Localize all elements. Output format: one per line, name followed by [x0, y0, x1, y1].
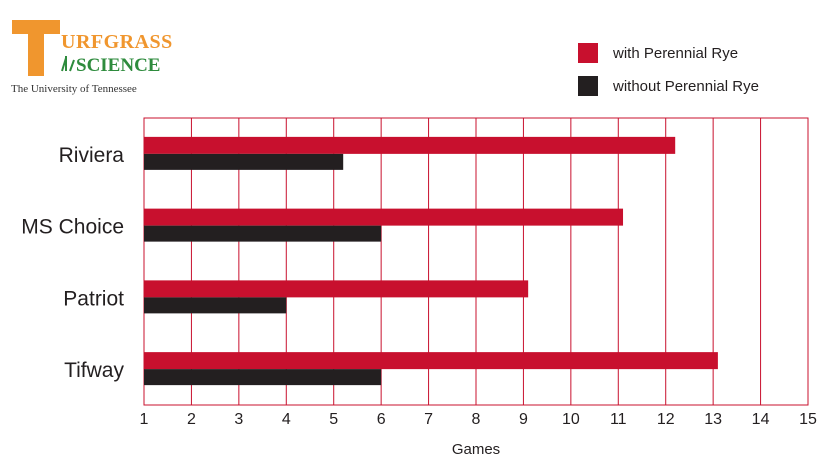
x-axis-label: Games	[452, 441, 500, 457]
category-label: MS Choice	[21, 216, 124, 239]
bar-without-perennial-rye	[144, 153, 344, 170]
grass-icon	[61, 56, 75, 72]
logo-t-shape	[12, 20, 60, 76]
category-label: Riviera	[59, 144, 125, 167]
x-tick-label: 9	[519, 411, 528, 428]
x-tick-label: 6	[377, 411, 386, 428]
turfgrass-science-logo: URFGRASS SCIENCE The University of Tenne…	[11, 20, 173, 95]
x-tick-label: 13	[704, 411, 722, 428]
x-tick-label: 1	[140, 411, 149, 428]
x-tick-label: 8	[472, 411, 481, 428]
legend-swatch-without	[578, 76, 598, 96]
bar-with-perennial-rye	[144, 208, 624, 226]
x-tick-label: 12	[657, 411, 675, 428]
x-tick-label: 10	[562, 411, 580, 428]
x-tick-label: 11	[610, 411, 627, 428]
logo-line1: URFGRASS	[61, 31, 173, 53]
legend-label-with: with Perennial Rye	[612, 45, 738, 62]
logo-line2: SCIENCE	[76, 55, 160, 76]
legend: with Perennial Rye without Perennial Rye	[578, 43, 759, 96]
category-label: Tifway	[64, 359, 124, 382]
logo-university: The University of Tennessee	[11, 83, 137, 95]
bar-without-perennial-rye	[144, 369, 382, 386]
category-label: Patriot	[63, 287, 124, 310]
bar-with-perennial-rye	[144, 136, 676, 154]
x-tick-label: 4	[282, 411, 291, 428]
x-tick-label: 5	[329, 411, 338, 428]
x-tick-label: 7	[424, 411, 433, 428]
x-tick-label: 2	[187, 411, 196, 428]
legend-label-without: without Perennial Rye	[612, 78, 759, 95]
x-tick-label: 14	[752, 411, 770, 428]
x-tick-label: 3	[234, 411, 243, 428]
bar-with-perennial-rye	[144, 280, 529, 298]
bar-without-perennial-rye	[144, 297, 287, 314]
x-tick-label: 15	[799, 411, 817, 428]
legend-swatch-with	[578, 43, 598, 63]
bar-with-perennial-rye	[144, 352, 718, 370]
grass-blade	[69, 59, 75, 72]
bar-without-perennial-rye	[144, 225, 382, 242]
